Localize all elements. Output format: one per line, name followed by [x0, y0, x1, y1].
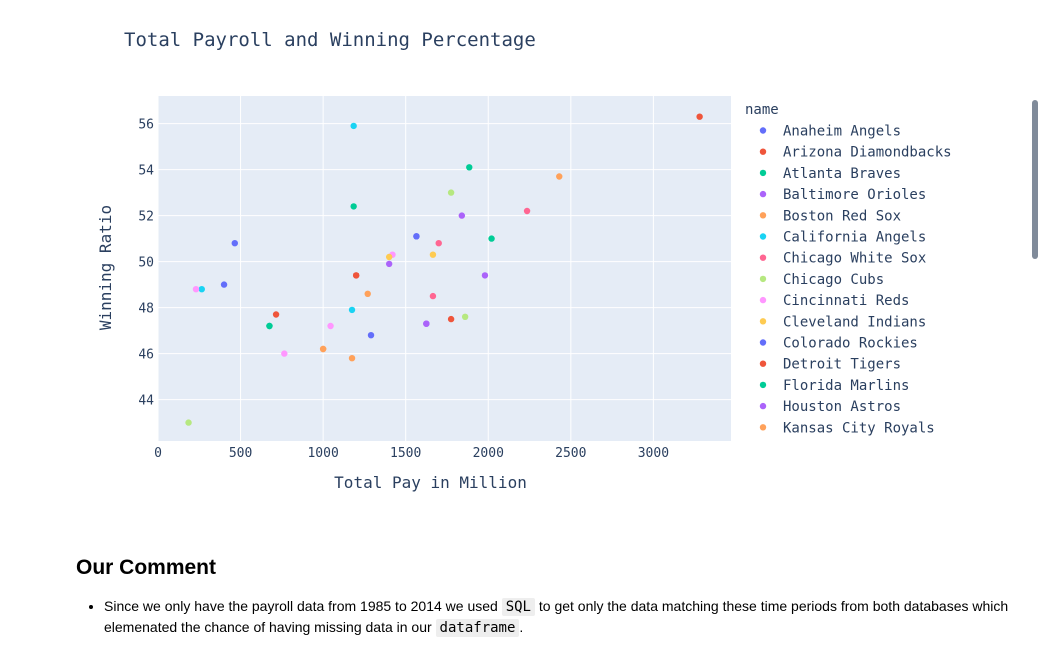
- legend-marker: [759, 127, 767, 134]
- legend-item-label: Anaheim Angels: [783, 124, 901, 140]
- data-point: [220, 281, 228, 288]
- data-point: [466, 164, 473, 171]
- data-point: [192, 286, 200, 293]
- legend-item-label: Atlanta Braves: [783, 166, 901, 182]
- legend-marker: [759, 169, 767, 177]
- comment-bullet: Since we only have the payroll data from…: [104, 596, 1026, 638]
- comment-section: Our Comment Since we only have the payro…: [76, 553, 1026, 638]
- x-axis-title: Total Pay in Million: [334, 473, 527, 492]
- data-point: [367, 332, 375, 339]
- data-point: [185, 419, 192, 426]
- y-tick-label: 46: [138, 348, 154, 363]
- y-tick-label: 48: [138, 302, 154, 317]
- data-point: [272, 311, 280, 318]
- data-point: [413, 233, 420, 240]
- data-point: [348, 306, 356, 314]
- legend-item-label: Colorado Rockies: [783, 336, 918, 352]
- legend-marker: [759, 233, 767, 240]
- legend-marker: [759, 254, 767, 261]
- y-tick-label: 50: [138, 256, 154, 271]
- comment-text-part2: to get only the data matching these time…: [104, 598, 1009, 635]
- chart-svg: Total Payroll and Winning Percentage 0 500…: [96, 29, 952, 492]
- data-point: [556, 173, 563, 180]
- comment-text-part3: .: [519, 619, 524, 635]
- legend-marker: [759, 402, 767, 410]
- legend-marker: [759, 424, 767, 431]
- legend-marker: [759, 339, 767, 346]
- x-tick-label: 1500: [390, 446, 421, 461]
- legend-item-label: Boston Red Sox: [783, 208, 901, 224]
- data-point: [281, 350, 288, 357]
- comment-list: Since we only have the payroll data from…: [76, 596, 1026, 638]
- legend-item-label: Detroit Tigers: [783, 357, 901, 373]
- x-tick-label: 3000: [638, 446, 669, 461]
- data-point: [350, 203, 357, 210]
- legend-marker: [759, 381, 767, 389]
- data-point: [523, 207, 531, 215]
- comment-text-part1: Since we only have the payroll data from…: [104, 598, 502, 614]
- data-point: [447, 315, 455, 323]
- legend-marker: [759, 148, 767, 155]
- legend-marker: [759, 190, 767, 198]
- legend-item-label: Houston Astros: [783, 399, 901, 415]
- legend-item-label: Florida Marlins: [783, 378, 909, 394]
- y-tick-label: 44: [138, 394, 154, 409]
- code-dataframe: dataframe: [435, 619, 520, 637]
- legend-scrollbar[interactable]: [1032, 100, 1038, 259]
- legend-item-label: Baltimore Orioles: [783, 187, 926, 203]
- data-point: [231, 240, 238, 247]
- data-point: [461, 313, 469, 320]
- data-point: [447, 189, 455, 196]
- chart-title: Total Payroll and Winning Percentage: [124, 29, 536, 51]
- y-tick-label: 54: [138, 164, 154, 179]
- code-sql: SQL: [501, 598, 535, 616]
- data-point: [352, 272, 360, 279]
- legend-marker: [759, 275, 767, 283]
- data-point: [385, 253, 393, 261]
- data-point: [364, 290, 371, 297]
- legend-item-label: Kansas City Royals: [783, 420, 935, 436]
- comment-heading: Our Comment: [76, 556, 217, 579]
- y-tick-label: 56: [138, 118, 154, 133]
- y-tick-label: 52: [138, 210, 154, 225]
- scatter-chart: Total Payroll and Winning Percentage 0 500…: [96, 29, 1038, 492]
- data-point: [327, 322, 334, 330]
- data-point: [435, 240, 442, 247]
- legend-item-label: Arizona Diamondbacks: [783, 145, 952, 161]
- legend-marker: [759, 212, 767, 219]
- x-tick-label: 2000: [473, 446, 504, 461]
- legend-title: name: [745, 102, 779, 118]
- data-point: [429, 292, 437, 300]
- legend-marker: [759, 360, 767, 367]
- y-axis-title: Winning Ratio: [96, 205, 115, 330]
- legend-item-label: Cincinnati Reds: [783, 293, 909, 309]
- legend-marker: [759, 318, 767, 325]
- data-point: [266, 322, 273, 330]
- x-tick-label: 2500: [555, 446, 586, 461]
- x-tick-label: 1000: [307, 446, 338, 461]
- plot-background: [158, 96, 731, 441]
- data-point: [429, 251, 437, 258]
- x-tick-label: 500: [229, 446, 252, 461]
- data-point: [350, 122, 357, 130]
- data-point: [423, 320, 430, 327]
- data-point: [385, 260, 393, 268]
- data-point: [319, 345, 327, 353]
- data-point: [198, 286, 205, 293]
- legend-item-label: Chicago White Sox: [783, 251, 926, 267]
- data-point: [348, 355, 356, 362]
- legend-marker: [759, 296, 767, 304]
- data-point: [488, 235, 495, 242]
- x-tick-label: 0: [154, 446, 162, 461]
- data-point: [458, 212, 466, 219]
- legend-item-label: Chicago Cubs: [783, 272, 884, 288]
- legend-item-label: Cleveland Indians: [783, 314, 926, 330]
- data-point: [481, 272, 489, 279]
- legend-item-label: California Angels: [783, 230, 926, 246]
- data-point: [696, 113, 703, 120]
